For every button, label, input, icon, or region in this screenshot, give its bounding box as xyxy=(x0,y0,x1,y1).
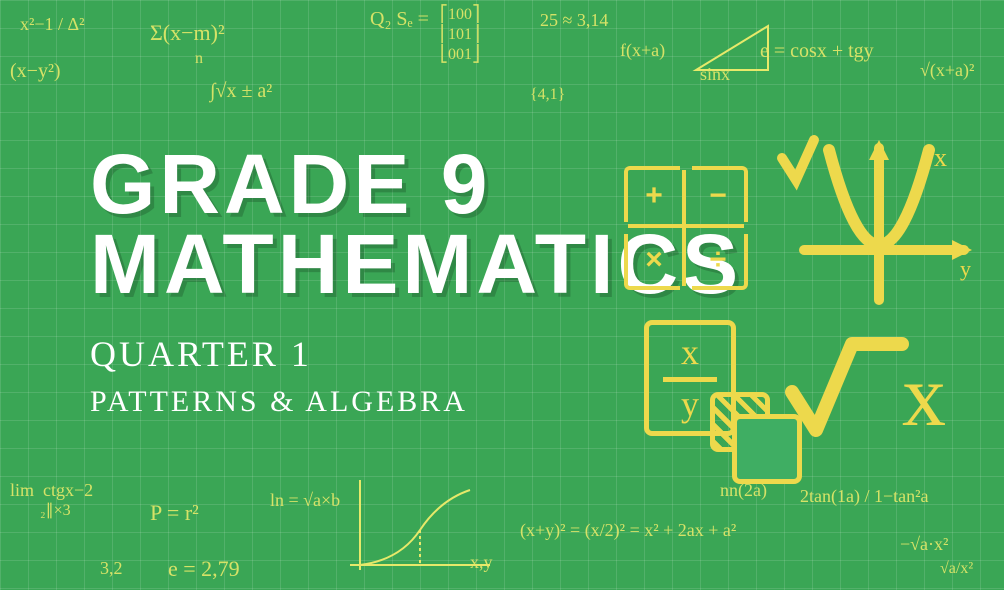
op-divide: ÷ xyxy=(692,234,748,290)
op-minus: − xyxy=(692,166,748,222)
divider-horizontal xyxy=(628,224,744,228)
fraction-numerator: x xyxy=(649,331,731,373)
operations-grid-icon: + − × ÷ xyxy=(624,166,748,290)
parabola-axes-icon: x y xyxy=(774,130,974,310)
divider-vertical xyxy=(682,170,686,286)
axis-y-label: y xyxy=(960,256,971,281)
math-graphics-cluster: + − × ÷ x y xyxy=(624,130,974,470)
fraction-bar xyxy=(663,377,717,382)
op-times: × xyxy=(624,234,680,290)
sqrt-radicand: x xyxy=(902,348,946,445)
axis-x-label: x xyxy=(934,143,947,172)
course-banner: Σ(x−m)²n∫√x ± a²(x−y²)Q₂ Sₑ =⎡100⎤ ⎢101⎥… xyxy=(0,0,1004,590)
sqrt-x-icon: x xyxy=(784,330,964,450)
op-plus: + xyxy=(624,166,680,222)
